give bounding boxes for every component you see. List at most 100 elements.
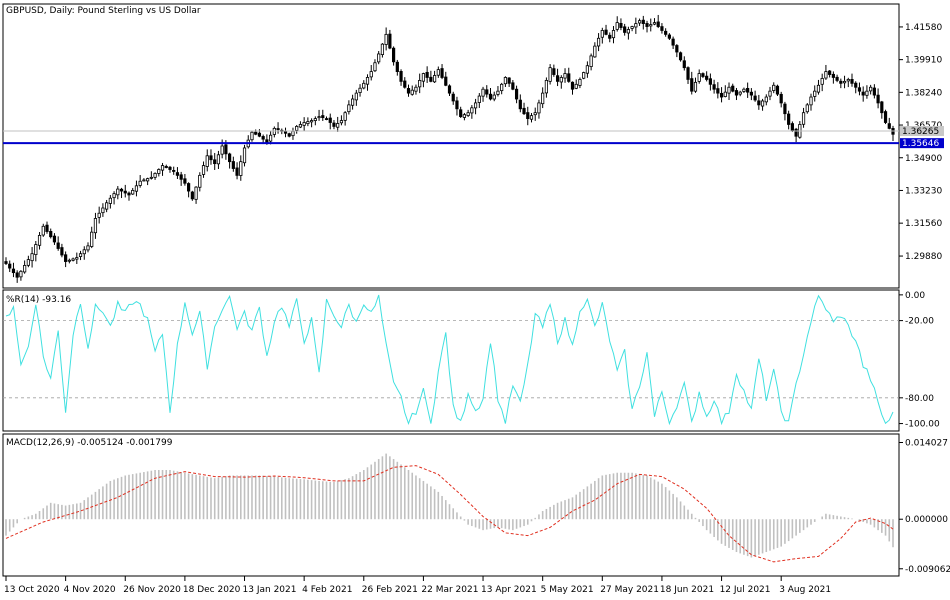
candle-body	[727, 86, 731, 94]
time-tick-label: 13 Jan 2021	[243, 585, 297, 595]
candle-body	[187, 183, 191, 192]
candle-body	[26, 259, 30, 266]
candle-body	[250, 131, 254, 141]
candle-body	[682, 60, 686, 69]
macd-pane: 0.014027 0.000000 -0.009062 MACD(12,26,9) …	[2, 433, 950, 577]
price-pane: 1.415801.399101.382401.365701.349001.332…	[2, 3, 944, 289]
candle-body	[831, 73, 835, 78]
macd-tick-label: 0.000000	[905, 515, 948, 525]
candle-body	[719, 92, 724, 98]
candle-body	[60, 247, 64, 256]
wpr-tick-label: -80.00	[905, 394, 934, 404]
candle-body	[134, 185, 139, 192]
candle-body	[675, 45, 679, 53]
price-tick-label: 1.38240	[905, 88, 942, 98]
candle-body	[552, 68, 556, 75]
macd-axis: 0.014027 0.000000 -0.009062	[899, 439, 950, 575]
candle-body	[235, 167, 239, 176]
macd-signal-line	[5, 465, 894, 563]
wpr-tick-label: -100.00	[905, 420, 940, 430]
candle-body	[705, 75, 709, 80]
candle-body	[600, 30, 604, 38]
candle-body	[19, 270, 23, 278]
candle-body	[75, 257, 79, 260]
candle-body	[742, 88, 746, 92]
candle-body	[105, 202, 109, 210]
candle-body	[660, 26, 664, 31]
candle-body	[511, 82, 515, 90]
candle-body	[153, 173, 157, 178]
time-tick-label: 12 Jul 2021	[720, 585, 771, 595]
candle-body	[481, 88, 485, 97]
candle-body	[410, 89, 414, 95]
wpr-levels	[3, 320, 899, 399]
candle-body	[291, 130, 295, 137]
candle-body	[656, 21, 660, 27]
candle-body	[537, 102, 541, 114]
candle-body	[231, 161, 235, 169]
candle-body	[395, 61, 399, 72]
candle-body	[541, 92, 545, 105]
candle-body	[116, 188, 120, 196]
candle-body	[131, 189, 135, 195]
time-tick-label: 13 Oct 2020	[4, 585, 60, 595]
candle-body	[49, 231, 53, 238]
candle-body	[146, 178, 150, 182]
candle-body	[351, 98, 355, 106]
bid-price-label: 1.36265	[902, 127, 939, 137]
time-tick-label: 26 Nov 2020	[123, 585, 181, 595]
price-tick-label: 1.31560	[905, 219, 942, 229]
candle-body	[306, 121, 310, 125]
candle-body	[198, 174, 202, 188]
candle-body	[328, 117, 332, 123]
candle-body	[559, 77, 563, 83]
candle-body	[716, 88, 720, 94]
candle-body	[869, 86, 873, 92]
candle-body	[839, 80, 843, 84]
candle-body	[604, 29, 608, 35]
candle-body	[883, 111, 888, 123]
candle-body	[738, 91, 742, 95]
candle-body	[362, 82, 366, 89]
candle-body	[343, 112, 347, 121]
candle-body	[276, 128, 280, 130]
candle-body	[619, 22, 623, 28]
candle-body	[313, 118, 317, 121]
candle-body	[723, 91, 727, 97]
candle-body	[71, 258, 75, 261]
candle-body	[41, 225, 45, 236]
candle-body	[876, 94, 880, 104]
candle-body	[339, 120, 344, 124]
candle-body	[611, 30, 616, 39]
time-tick-label: 18 Dec 2020	[183, 585, 241, 595]
candle-body	[492, 94, 496, 100]
candle-body	[11, 268, 16, 274]
candle-body	[664, 30, 668, 35]
chart-title: GBPUSD, Daily: Pound Sterling vs US Doll…	[6, 6, 201, 16]
candle-body	[183, 178, 187, 184]
candle-body	[425, 71, 429, 78]
candle-body	[34, 244, 38, 255]
candle-body	[649, 24, 653, 27]
candle-body	[418, 79, 422, 88]
candle-body	[816, 84, 821, 93]
candle-body	[757, 100, 761, 106]
candle-body	[671, 38, 675, 46]
macd-pane-frame	[2, 433, 900, 577]
candle-body	[228, 153, 232, 163]
candle-body	[224, 144, 228, 155]
candle-body	[764, 96, 768, 103]
candle-body	[220, 145, 224, 155]
candle-body	[347, 104, 351, 113]
time-axis: 13 Oct 2020 4 Nov 2020 26 Nov 2020 18 Dec 2…	[4, 576, 831, 595]
level-label-bg	[900, 138, 944, 149]
macd-histogram	[5, 453, 894, 558]
candle-body	[824, 71, 828, 79]
candle-body	[432, 75, 437, 83]
candle-body	[574, 83, 578, 89]
time-tick-label: 5 May 2021	[541, 585, 594, 595]
candle-body	[634, 23, 638, 28]
candle-body	[358, 87, 362, 93]
candle-body	[686, 67, 690, 80]
